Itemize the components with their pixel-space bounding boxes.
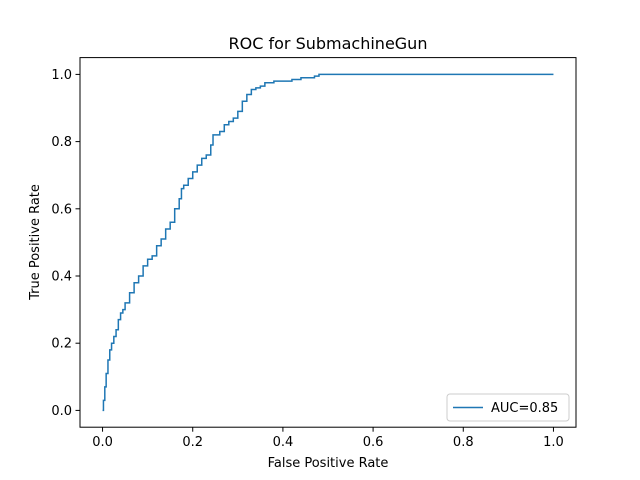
y-axis-ticks: 0.0 0.2 0.4 0.6 0.8 1.0 <box>51 68 80 419</box>
y-tick-label: 0.0 <box>51 404 72 419</box>
y-tick-label: 0.2 <box>51 337 72 352</box>
x-tick-label: 0.6 <box>363 435 384 450</box>
y-tick-label: 1.0 <box>51 68 72 83</box>
y-tick-label: 0.8 <box>51 135 72 150</box>
plot-area <box>102 73 554 412</box>
x-tick-label: 1.0 <box>543 435 564 450</box>
x-tick-label: 0.2 <box>182 435 203 450</box>
x-tick-label: 0.8 <box>453 435 474 450</box>
x-axis-label: False Positive Rate <box>268 456 389 471</box>
legend-entry-label: AUC=0.85 <box>491 401 558 416</box>
y-tick-label: 0.6 <box>51 202 72 217</box>
chart-title: ROC for SubmachineGun <box>229 34 428 53</box>
x-tick-label: 0.4 <box>273 435 294 450</box>
x-axis-ticks: 0.0 0.2 0.4 0.6 0.8 1.0 <box>92 427 564 450</box>
y-tick-label: 0.4 <box>51 270 72 285</box>
roc-curve-line <box>102 73 554 412</box>
x-tick-label: 0.0 <box>92 435 113 450</box>
legend: AUC=0.85 <box>446 393 570 422</box>
y-axis-label: True Positive Rate <box>28 184 43 301</box>
legend-box <box>446 393 570 422</box>
axes-frame <box>79 57 577 428</box>
